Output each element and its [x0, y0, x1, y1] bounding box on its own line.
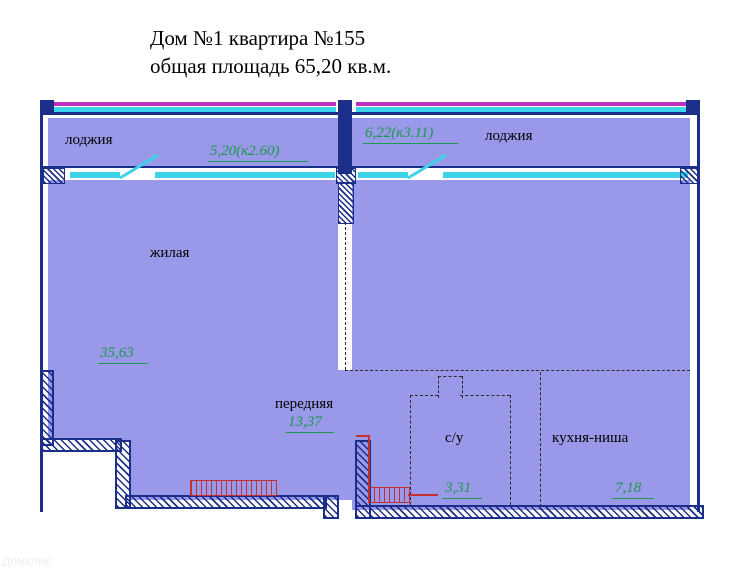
- label-hall: передняя: [275, 396, 333, 413]
- area-kitchen: 7,18: [615, 480, 641, 497]
- red-pipe: [368, 435, 370, 487]
- pillar: [686, 100, 700, 114]
- underline: [442, 498, 482, 499]
- label-kitchen: кухня-ниша: [552, 430, 628, 447]
- dashed: [438, 376, 439, 398]
- radiator: [190, 480, 277, 496]
- underline: [363, 143, 458, 144]
- underline: [286, 432, 334, 433]
- dashed: [438, 376, 462, 377]
- dashed: [410, 395, 411, 505]
- wall-vert-hatch: [338, 182, 354, 224]
- dashed: [510, 395, 511, 505]
- wall-bottom: [355, 505, 704, 519]
- label-loggia-right: лоджия: [485, 128, 532, 145]
- title-line-2: общая площадь 65,20 кв.м.: [150, 52, 713, 80]
- wall-bottom-left: [125, 495, 327, 509]
- dashed: [410, 395, 438, 396]
- cyan-slab: [358, 172, 408, 178]
- label-living: жилая: [150, 245, 189, 262]
- label-loggia-left: лоджия: [65, 132, 112, 149]
- area-bath: 3,31: [445, 480, 471, 497]
- wall: [338, 114, 352, 174]
- floor-plan: лоджия 5,20(к2.60) 6,22(к3.11) лоджия жи…: [40, 100, 700, 540]
- room-main: [352, 180, 690, 510]
- radiator: [368, 487, 410, 503]
- exterior-top: [356, 100, 686, 112]
- pillar-hatch: [43, 168, 65, 184]
- watermark: Домклик: [2, 554, 50, 568]
- area-hall: 13,37: [288, 414, 322, 431]
- dashed: [345, 370, 690, 371]
- dashed: [460, 395, 510, 396]
- wall: [40, 112, 700, 115]
- pillar: [338, 100, 352, 114]
- area-living: 35,63: [100, 345, 134, 362]
- room-living: [48, 180, 338, 370]
- dashed: [540, 372, 541, 507]
- dashed: [462, 376, 463, 398]
- wall-bottom-mid-v: [323, 495, 339, 519]
- underline: [612, 498, 654, 499]
- area-loggia-right: 6,22(к3.11): [365, 125, 433, 142]
- label-bath: с/у: [445, 430, 463, 447]
- underline: [208, 161, 308, 162]
- underline: [98, 363, 148, 364]
- pillar: [40, 100, 54, 114]
- cyan-slab: [443, 172, 688, 178]
- cyan-slab: [70, 172, 120, 178]
- dashed: [345, 222, 346, 370]
- cyan-slab: [155, 172, 335, 178]
- area-loggia-left: 5,20(к2.60): [210, 143, 280, 160]
- pillar-hatch: [680, 168, 700, 184]
- wall-left-v: [40, 370, 54, 446]
- title-line-1: Дом №1 квартира №155: [150, 24, 713, 52]
- exterior-top: [54, 100, 336, 112]
- red-pipe: [408, 494, 438, 496]
